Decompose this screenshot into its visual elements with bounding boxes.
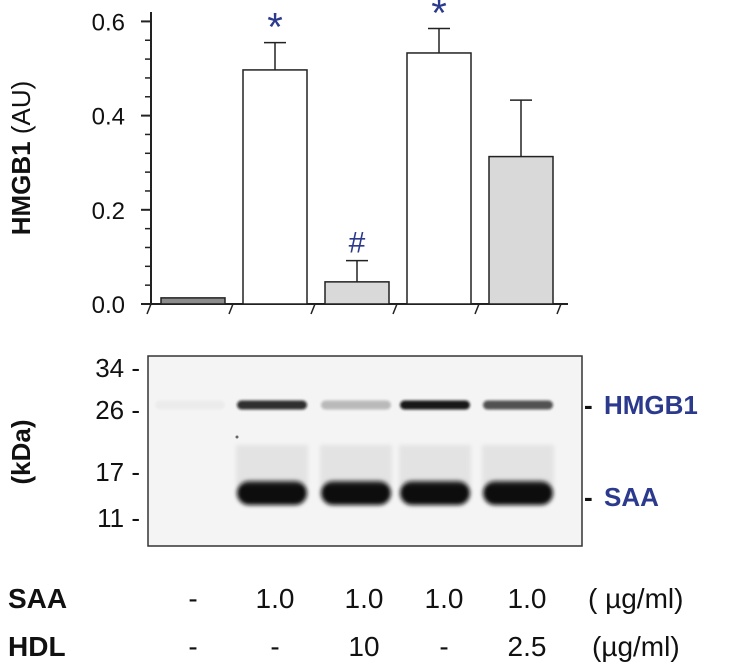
bar xyxy=(324,281,390,305)
condition-value: 1.0 xyxy=(425,583,464,614)
marker-label: 11 - xyxy=(97,503,140,533)
x-ticks xyxy=(146,303,562,315)
western-blot: (kDa) 34 -26 -17 -11 - - HMGB1- SAA xyxy=(6,353,698,547)
blot-band xyxy=(400,400,470,410)
condition-value: - xyxy=(270,631,279,662)
y-ticks: 0.0 0.2 0.4 0.6 xyxy=(92,9,151,319)
x-tick xyxy=(228,303,234,315)
saa-unit: ( µg/ml) xyxy=(588,583,683,614)
significance-label: * xyxy=(267,6,283,50)
bars: * # * xyxy=(160,0,554,305)
y-tick-label: 0.4 xyxy=(92,104,125,131)
condition-value: 2.5 xyxy=(508,631,547,662)
hdl-row-values: - - 10 - 2.5 xyxy=(188,631,546,662)
band-tick: - xyxy=(584,482,593,512)
bar xyxy=(488,155,554,305)
blot-band xyxy=(483,481,553,505)
significance-label: # xyxy=(349,227,366,260)
y-tick-label: 0.6 xyxy=(92,9,125,36)
saa-row-values: - 1.0 1.0 1.0 1.0 xyxy=(188,583,546,614)
x-tick xyxy=(474,303,480,315)
hdl-row-label: HDL xyxy=(8,631,66,662)
blot-band xyxy=(237,400,307,410)
marker-label: 17 - xyxy=(95,457,140,487)
molecular-weight-markers: 34 - 26 - 17 - 11 - xyxy=(95,353,140,533)
marker-label: 34 - xyxy=(95,353,140,383)
condition-value: 1.0 xyxy=(345,583,384,614)
x-tick xyxy=(310,303,316,315)
blot-axis-label: (kDa) xyxy=(6,419,36,484)
condition-value: 10 xyxy=(348,631,379,662)
hdl-unit: (µg/ml) xyxy=(592,631,680,662)
blot-bands xyxy=(155,400,554,505)
condition-value: - xyxy=(188,631,197,662)
bar xyxy=(242,69,308,305)
blot-band xyxy=(237,481,307,505)
blot-smear xyxy=(320,445,392,485)
blot-smear xyxy=(236,445,308,485)
saa-row-label: SAA xyxy=(8,583,67,614)
blot-smear xyxy=(399,445,471,485)
band-name-label: HMGB1 xyxy=(604,390,698,420)
blot-smear xyxy=(482,445,554,485)
y-axis-label: HMGB1 (AU) xyxy=(6,81,36,236)
bar xyxy=(160,297,226,305)
blot-speck xyxy=(235,435,239,439)
x-tick xyxy=(146,303,152,315)
y-tick-label: 0.2 xyxy=(92,198,125,225)
marker-label: 26 - xyxy=(95,395,140,425)
condition-table: SAA HDL -1.0 1.0 1.0 1.0 - -10-2.5 ( µg/ml) … xyxy=(8,583,683,662)
condition-value: - xyxy=(439,631,448,662)
significance-label: * xyxy=(431,0,447,35)
bar xyxy=(406,52,472,305)
condition-value: 1.0 xyxy=(256,583,295,614)
y-tick-label: 0.0 xyxy=(92,292,125,319)
condition-value: - xyxy=(188,583,197,614)
condition-value: 1.0 xyxy=(508,583,547,614)
bar-chart: 0.0 0.2 0.4 0.6 * # * HMGB1 (AU) xyxy=(6,0,568,319)
blot-band xyxy=(483,400,553,410)
blot-band xyxy=(321,481,391,505)
band-tick: - xyxy=(584,390,593,420)
x-tick xyxy=(392,303,398,315)
blot-band xyxy=(155,401,225,410)
blot-band xyxy=(321,400,391,410)
band-name-label: SAA xyxy=(604,482,659,512)
x-tick xyxy=(556,303,562,315)
band-labels: - HMGB1- SAA xyxy=(584,390,698,512)
blot-band xyxy=(400,481,470,505)
